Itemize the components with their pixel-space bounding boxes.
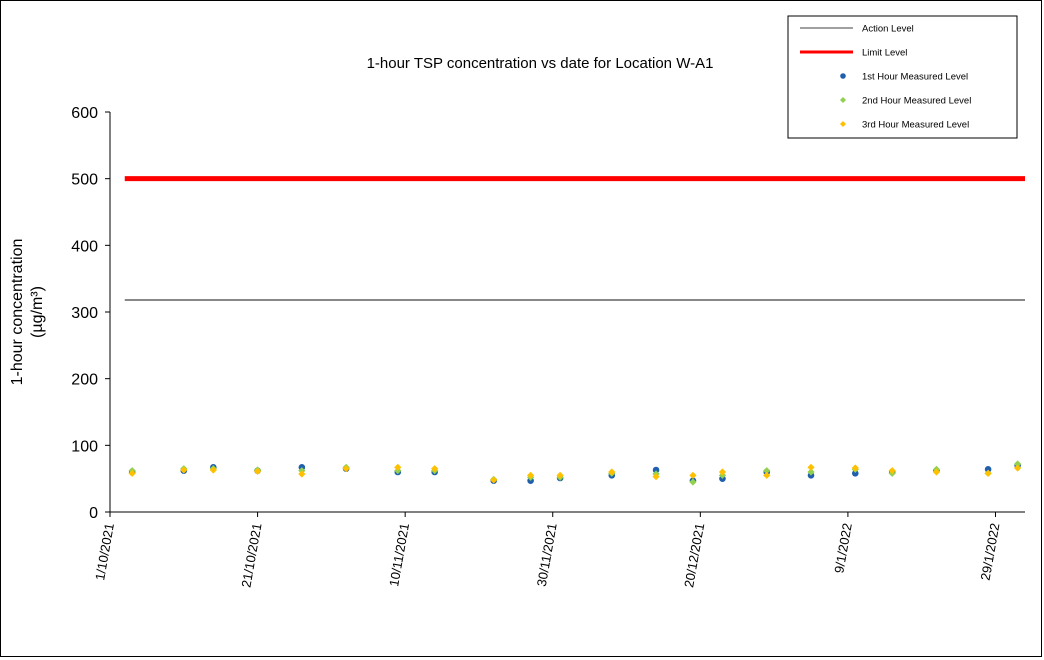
x-tick-label: 10/11/2021: [386, 522, 412, 588]
point-3rd-hour: [1014, 464, 1022, 472]
point-3rd-hour: [527, 471, 535, 479]
point-3rd-hour: [298, 470, 306, 478]
legend-2nd-hour-marker: [840, 97, 846, 103]
x-tick-label: 1/10/2021: [92, 522, 117, 582]
data-points: [128, 460, 1022, 486]
point-3rd-hour: [807, 463, 815, 471]
point-2nd-hour: [807, 468, 815, 476]
point-3rd-hour: [342, 465, 350, 473]
point-1st-hour: [652, 466, 660, 474]
point-2nd-hour: [1014, 460, 1022, 468]
legend-series-label: 2nd Hour Measured Level: [862, 96, 971, 107]
point-3rd-hour: [490, 476, 498, 484]
legend: Action Level Limit Level 1st Hour Measured…: [787, 15, 1018, 139]
y-axis-label-line2: (µg/m³): [29, 286, 46, 338]
point-3rd-hour: [652, 473, 660, 481]
point-3rd-hour: [689, 471, 697, 479]
chart-title: 1-hour TSP concentration vs date for Loc…: [367, 55, 714, 72]
legend-action-level-label: Action Level: [862, 24, 914, 35]
legend-1st-hour-marker: [840, 73, 846, 79]
point-3rd-hour: [180, 466, 188, 474]
x-tick-label: 30/11/2021: [534, 522, 560, 588]
legend-series-label: 1st Hour Measured Level: [862, 72, 968, 83]
point-3rd-hour: [851, 464, 859, 472]
x-tick-label: 9/1/2022: [831, 522, 855, 574]
reference-lines: [124, 176, 1025, 301]
legend-box: [787, 15, 1018, 139]
point-3rd-hour: [128, 469, 136, 477]
y-tick-label: 0: [89, 505, 98, 522]
point-3rd-hour: [608, 468, 616, 476]
y-tick-label: 300: [71, 305, 98, 322]
point-3rd-hour: [984, 469, 992, 477]
y-tick-label: 400: [71, 238, 98, 255]
x-tick-label: 21/10/2021: [238, 522, 264, 589]
y-axis-label-line1: 1-hour concentration: [9, 239, 26, 386]
y-tick-label: 600: [71, 105, 98, 122]
point-3rd-hour: [253, 467, 262, 475]
legend-3rd-hour-marker: [840, 121, 846, 127]
point-3rd-hour: [431, 465, 439, 473]
x-tick-label: 20/12/2021: [681, 522, 707, 589]
point-3rd-hour: [718, 468, 727, 476]
y-tick-label: 100: [71, 438, 98, 455]
y-tick-label: 200: [71, 372, 98, 389]
y-tick-label: 500: [71, 172, 98, 189]
y-axis-label: 1-hour concentration (µg/m³): [9, 239, 46, 386]
point-3rd-hour: [394, 463, 402, 471]
legend-series-label: 3rd Hour Measured Level: [862, 120, 969, 131]
point-2nd-hour: [763, 467, 771, 475]
x-tick-label: 29/1/2022: [978, 522, 1003, 582]
point-2nd-hour: [689, 478, 697, 486]
point-1st-hour: [851, 470, 859, 477]
point-3rd-hour: [888, 467, 896, 475]
point-1st-hour: [984, 466, 992, 473]
point-3rd-hour: [763, 471, 771, 479]
point-3rd-hour: [932, 468, 941, 476]
point-3rd-hour: [556, 471, 564, 479]
legend-limit-level-label: Limit Level: [862, 48, 907, 59]
point-3rd-hour: [209, 466, 217, 474]
